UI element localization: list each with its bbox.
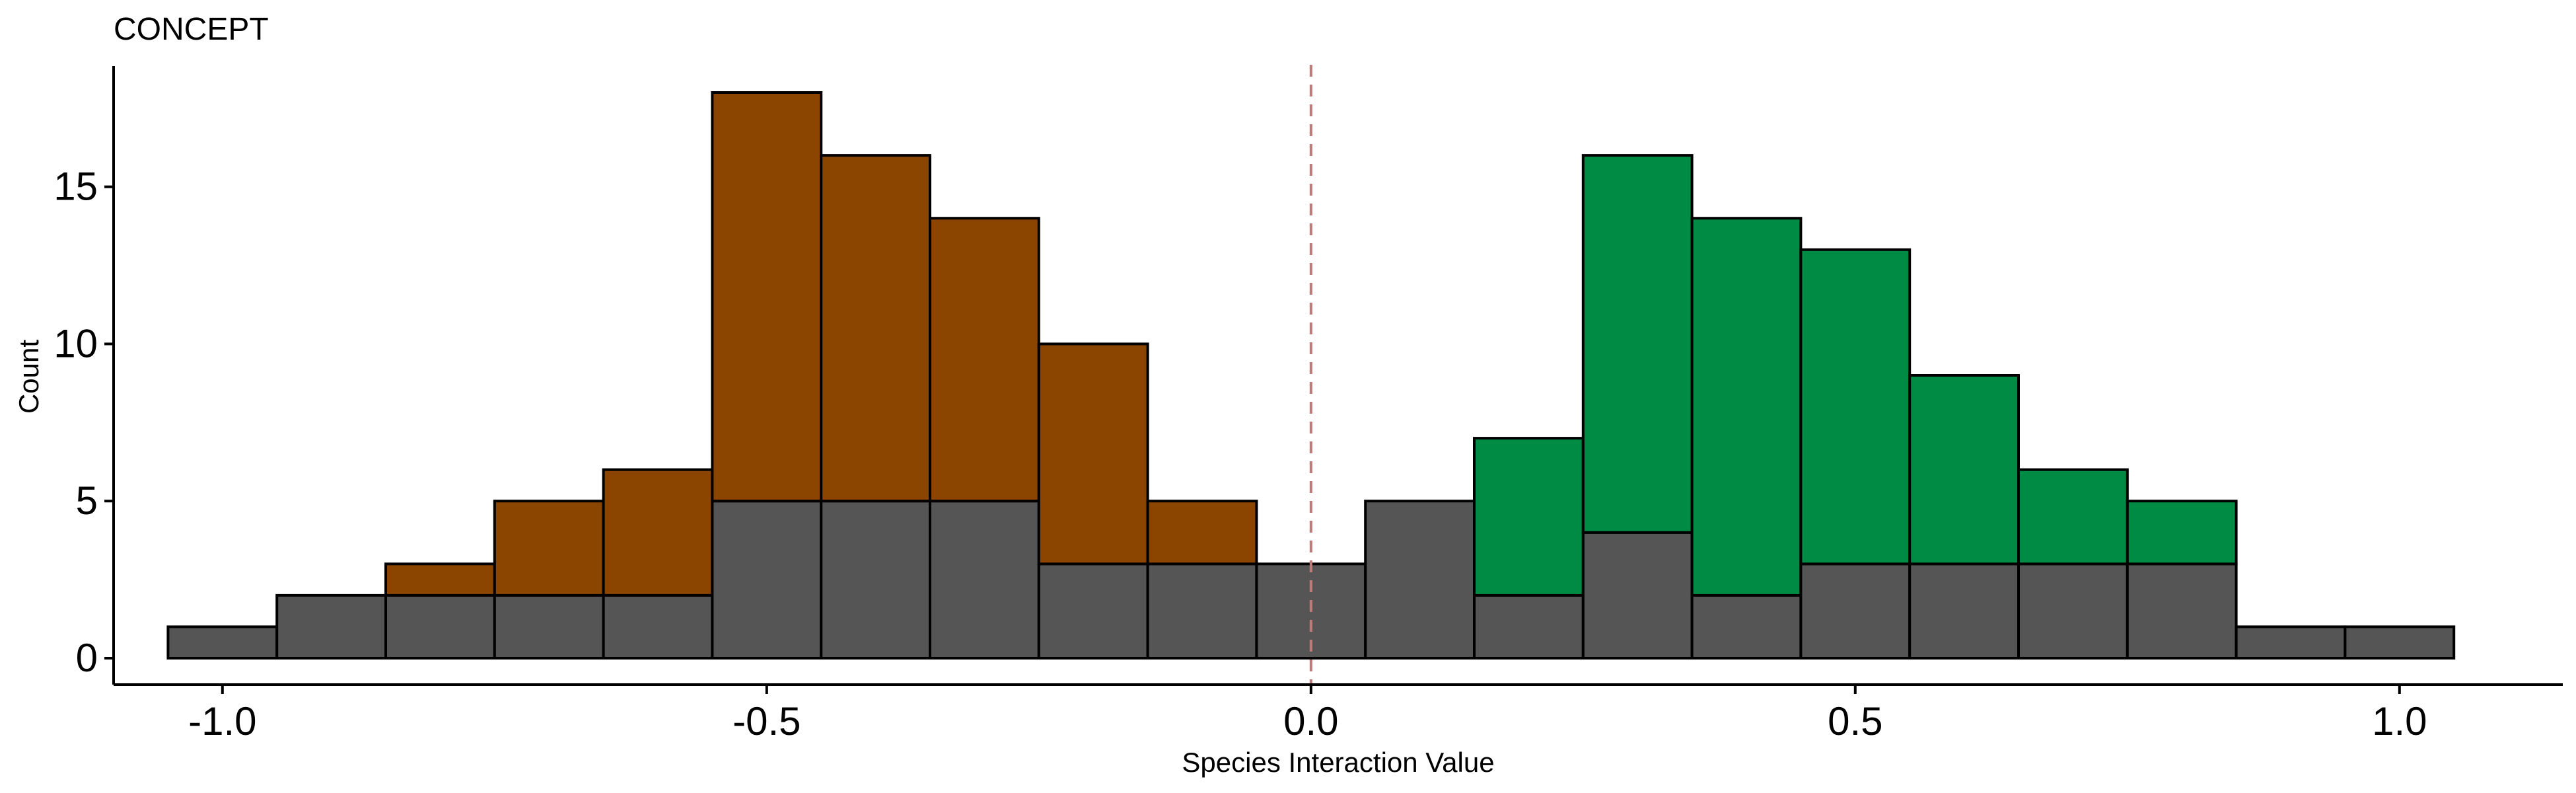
y-tick-label-2: 10: [54, 321, 98, 365]
x-tick-label-1: -0.5: [733, 699, 801, 743]
y-axis-label: Count: [13, 340, 44, 414]
bar-brown-6: [820, 154, 931, 503]
bar-grey-3: [493, 593, 605, 660]
bar-brown-9: [1146, 500, 1258, 566]
bar-grey-6: [820, 500, 931, 660]
bar-green-12: [1473, 437, 1585, 597]
y-tick-label-1: 5: [76, 478, 98, 523]
bar-green-18: [2126, 500, 2238, 566]
bar-brown-3: [493, 500, 605, 597]
bar-brown-7: [929, 217, 1040, 503]
bar-grey-19: [2235, 625, 2347, 660]
bar-grey-7: [929, 500, 1040, 660]
histogram-bars: [166, 91, 2456, 660]
bar-grey-1: [275, 593, 388, 660]
bar-grey-14: [1690, 593, 1803, 660]
x-tick-label-0: -1.0: [188, 699, 256, 743]
x-tick-label-3: 0.5: [1828, 699, 1882, 743]
bar-brown-8: [1037, 342, 1149, 566]
bar-grey-4: [602, 593, 714, 660]
x-tick-label-2: 0.0: [1283, 699, 1338, 743]
bar-grey-16: [1908, 562, 2020, 660]
x-axis-label: Species Interaction Value: [1182, 747, 1494, 778]
bar-grey-9: [1146, 562, 1258, 660]
bar-green-15: [1799, 248, 1912, 566]
bar-grey-0: [166, 625, 279, 660]
bar-brown-2: [384, 562, 496, 597]
bar-green-13: [1581, 154, 1694, 534]
y-tick-label-3: 15: [54, 165, 98, 209]
axes: 0 5 10 15 -1.0 -0.5 0.0 0.5 1.0: [54, 66, 2563, 743]
bar-grey-12: [1473, 593, 1585, 660]
bar-grey-5: [711, 500, 823, 660]
bar-brown-4: [602, 468, 714, 597]
bar-grey-18: [2126, 562, 2238, 660]
bar-green-17: [2017, 468, 2129, 566]
chart-title: CONCEPT: [114, 12, 269, 47]
bar-grey-11: [1364, 500, 1476, 660]
bar-grey-2: [384, 593, 496, 660]
x-tick-label-4: 1.0: [2372, 699, 2427, 743]
bar-grey-20: [2343, 625, 2456, 660]
bar-green-16: [1908, 374, 2020, 566]
bar-grey-17: [2017, 562, 2129, 660]
bar-brown-5: [711, 91, 823, 503]
y-tick-label-0: 0: [76, 636, 98, 680]
bar-grey-13: [1581, 531, 1694, 660]
bar-grey-8: [1037, 562, 1149, 660]
bar-grey-15: [1799, 562, 1912, 660]
bar-green-14: [1690, 217, 1803, 597]
